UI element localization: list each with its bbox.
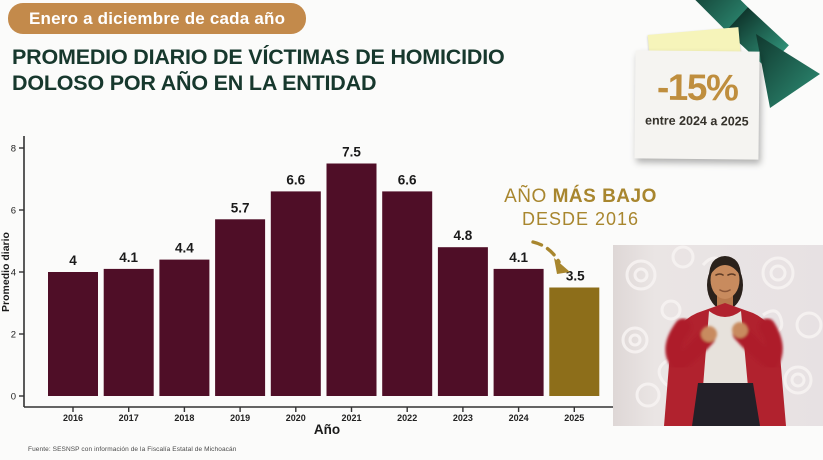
bar-value-2018: 4.4 [175, 241, 194, 256]
period-badge: Enero a diciembre de cada año [8, 3, 307, 34]
y-tick-label: 2 [11, 330, 16, 341]
y-tick-label: 4 [11, 268, 16, 279]
x-tick-label: 2017 [119, 413, 139, 423]
y-tick-label: 8 [11, 144, 16, 155]
y-tick-label: 0 [11, 392, 16, 403]
x-tick-label: 2016 [63, 413, 83, 423]
percent-change-caption: entre 2024 a 2025 [644, 113, 749, 129]
face [710, 261, 740, 299]
dark-skirt [692, 383, 760, 426]
period-badge-label: Enero a diciembre de cada año [29, 9, 286, 28]
interpreter-person [664, 256, 786, 426]
bar-value-2021: 7.5 [342, 145, 361, 160]
y-tick-label: 6 [11, 206, 16, 217]
sticky-note: -15% entre 2024 a 2025 [634, 50, 760, 160]
left-hand [701, 326, 717, 342]
damask-pattern [621, 245, 823, 408]
x-tick-label: 2020 [286, 413, 306, 423]
x-tick-label: 2018 [174, 413, 194, 423]
percent-change-value: -15% [656, 66, 738, 109]
bar-2016 [48, 272, 98, 396]
bar-value-2019: 5.7 [231, 200, 250, 215]
y-axis-title: Promedio diario [0, 232, 12, 312]
bar-value-2023: 4.8 [454, 228, 473, 243]
downward-trend-arrow-icon [695, 0, 820, 108]
bar-value-2016: 4 [69, 253, 77, 268]
bar-2022 [382, 191, 433, 396]
dashed-pointer-arrow-icon [531, 240, 570, 274]
bar-2023 [437, 247, 488, 396]
bar-chart: 0 2 4 6 8 4 2016 4.1 2017 4.4 2018 5.7 2019 6.6 2020 7.… [0, 136, 620, 437]
bar-value-2020: 6.6 [286, 172, 305, 187]
lowest-year-line2: DESDE 2016 [521, 209, 640, 229]
face-features [715, 273, 736, 293]
x-tick-label: 2025 [564, 413, 584, 423]
bar-value-2024: 4.1 [509, 250, 528, 265]
bar-value-2025: 3.5 [566, 269, 585, 284]
sign-language-interpreter-video [613, 245, 823, 426]
hair-top [709, 256, 741, 277]
x-tick-label: 2023 [453, 413, 473, 423]
bar-value-2022: 6.6 [398, 172, 417, 187]
x-tick-label: 2021 [341, 413, 361, 423]
bar-value-2017: 4.1 [119, 250, 138, 265]
lowest-year-prefix: AÑO [504, 186, 553, 207]
source-note: Fuente: SESNSP con información de la Fis… [28, 446, 237, 453]
bar-2017 [103, 268, 154, 396]
lowest-year-emphasis: MÁS BAJO [552, 186, 657, 207]
bar-2018 [159, 259, 210, 396]
lowest-year-line1: AÑO MÁS BAJO [498, 186, 663, 208]
bar-2025 [549, 287, 600, 396]
bar-2020 [270, 191, 321, 396]
x-tick-label: 2019 [230, 413, 250, 423]
signing-arms [665, 318, 783, 375]
right-hand [732, 322, 748, 338]
page-title: PROMEDIO DIARIO DE VÍCTIMAS DE HOMICIDIO… [12, 44, 612, 96]
page-title-line1: PROMEDIO DIARIO DE VÍCTIMAS DE HOMICIDIO [12, 45, 505, 69]
interpreter-illustration [613, 245, 823, 426]
x-tick-label: 2022 [397, 413, 417, 423]
bar-2019 [215, 219, 266, 396]
bar-2021 [326, 163, 377, 396]
x-tick-label: 2024 [509, 413, 529, 423]
bar-2024 [493, 268, 544, 396]
lowest-year-annotation: AÑO MÁS BAJO DESDE 2016 [498, 186, 663, 230]
page-title-line2: DOLOSO POR AÑO EN LA ENTIDAD [12, 71, 377, 95]
x-axis-title: Año [314, 422, 340, 437]
